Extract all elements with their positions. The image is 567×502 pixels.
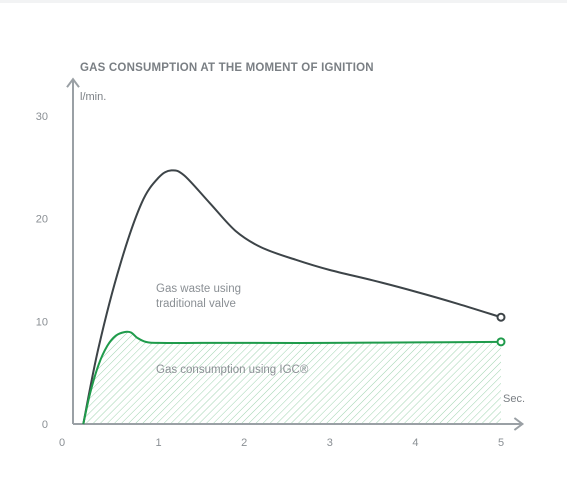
x-tick-label: 1: [156, 437, 162, 449]
annotation-igc: Gas consumption using IGC®: [156, 364, 309, 376]
x-tick-label: 4: [412, 437, 418, 449]
y-tick-label: 20: [36, 214, 48, 226]
annotation-traditional: Gas waste using traditional valve: [156, 283, 244, 310]
x-tick-label: 2: [241, 437, 247, 449]
y-tick-label: 0: [42, 419, 48, 431]
y-unit-label: l/min.: [80, 91, 106, 103]
series-endpoint-igc: [498, 338, 505, 345]
y-tick-label: 10: [36, 316, 48, 328]
x-unit-label: Sec.: [503, 393, 525, 405]
igc-hatched-area: [83, 332, 501, 424]
annotation-traditional-line-2: traditional valve: [156, 298, 236, 310]
x-tick-label: 5: [498, 437, 504, 449]
x-tick-label: 0: [59, 437, 65, 449]
y-tick-label: 30: [36, 111, 48, 123]
x-tick-label: 3: [327, 437, 333, 449]
hatch-area-layer: [83, 332, 501, 424]
chart-title: GAS CONSUMPTION AT THE MOMENT OF IGNITIO…: [80, 62, 374, 74]
series-endpoint-traditional: [498, 314, 505, 321]
annotation-traditional-line-1: Gas waste using: [156, 283, 241, 295]
